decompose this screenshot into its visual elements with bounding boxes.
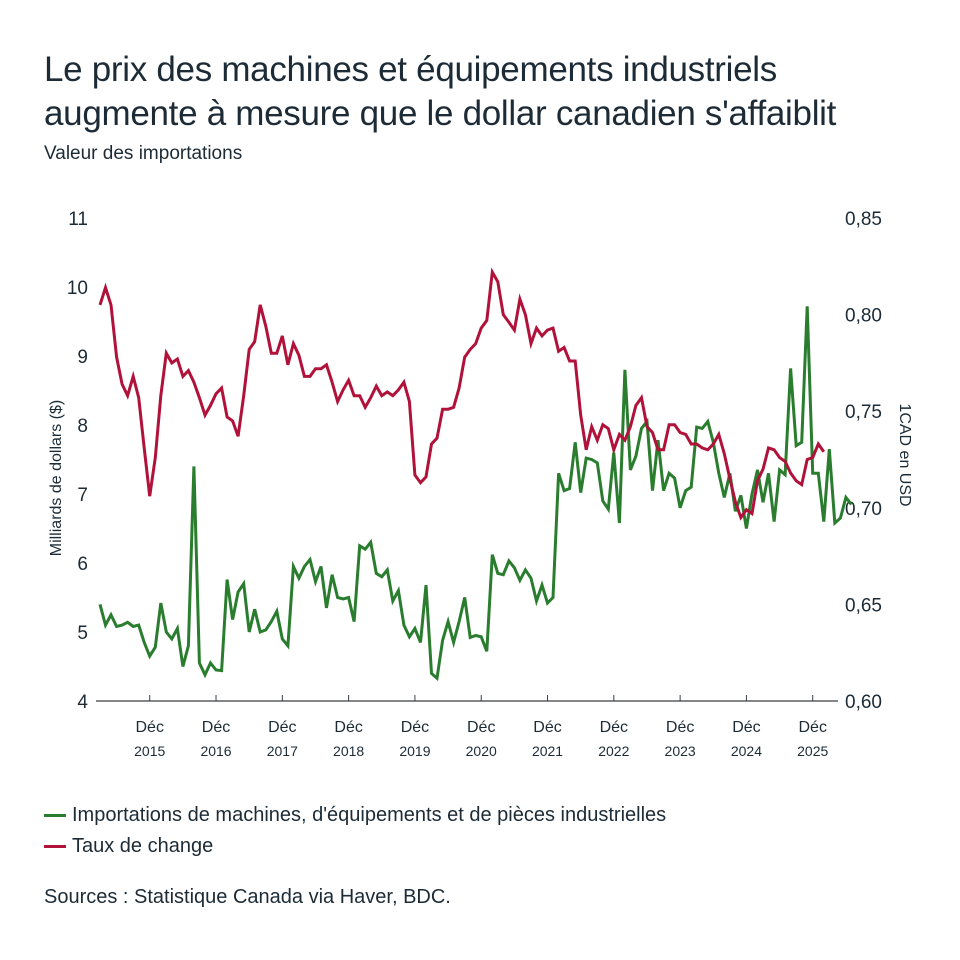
series-layer <box>98 267 853 682</box>
legend-item-exchange-rate: Taux de change <box>44 831 666 862</box>
legend-swatch-imports <box>44 814 66 817</box>
x-tick-label-year: 2021 <box>532 743 563 759</box>
legend-label-exchange-rate: Taux de change <box>72 835 214 857</box>
x-tick-label-year: 2023 <box>665 743 696 759</box>
x-tick-label-month: Déc <box>732 719 760 736</box>
y-left-tick-label: 8 <box>77 416 88 437</box>
x-tick-label-year: 2025 <box>797 743 828 759</box>
x-tick-label-year: 2020 <box>466 743 497 759</box>
y-axis-right: 0,60 0,65 0,70 0,75 0,80 0,85 <box>845 209 882 713</box>
y-left-tick-label: 7 <box>77 485 88 506</box>
x-tick-label-month: Déc <box>334 719 362 736</box>
y-axis-left: 4 5 6 7 8 9 10 11 <box>67 209 89 713</box>
source-note: Sources : Statistique Canada via Haver, … <box>44 886 451 908</box>
x-tick-label-month: Déc <box>666 719 694 736</box>
x-tick-label-month: Déc <box>268 719 296 736</box>
y-left-tick-label: 10 <box>67 278 88 299</box>
y-left-tick-label: 9 <box>77 347 88 368</box>
x-tick-label-month: Déc <box>467 719 495 736</box>
x-tick-label-month: Déc <box>202 719 230 736</box>
series-line-imports <box>98 306 853 682</box>
legend-swatch-exchange-rate <box>44 845 66 848</box>
x-tick-label-year: 2019 <box>399 743 430 759</box>
legend: Importations de machines, d'équipements … <box>44 800 666 862</box>
y-left-tick-label: 4 <box>77 692 88 713</box>
legend-item-imports: Importations de machines, d'équipements … <box>44 800 666 831</box>
x-tick-label-year: 2024 <box>731 743 762 759</box>
legend-label-imports: Importations de machines, d'équipements … <box>72 804 667 826</box>
series-line-exchange-rate <box>98 267 826 521</box>
y-left-tick-label: 6 <box>77 554 88 575</box>
chart-title: Le prix des machines et équipements indu… <box>44 48 836 136</box>
chart-title-line-2: augmente à mesure que le dollar canadien… <box>44 94 837 133</box>
x-axis: Déc 2015 Déc 2016 Déc 2017 Déc 2018 Déc 2019 Déc 20… <box>134 695 829 759</box>
y-left-tick-label: 5 <box>77 623 88 644</box>
y-axis-right-title: 1CAD en USD <box>896 403 913 506</box>
x-tick-label-year: 2017 <box>267 743 298 759</box>
y-left-tick-label: 11 <box>68 209 88 230</box>
x-tick-label-month: Déc <box>135 719 163 736</box>
x-tick-label-year: 2022 <box>598 743 629 759</box>
x-tick-label-month: Déc <box>401 719 429 736</box>
x-tick-label-year: 2015 <box>134 743 165 759</box>
chart-title-line-1: Le prix des machines et équipements indu… <box>44 50 777 89</box>
chart-subtitle: Valeur des importations <box>44 143 243 164</box>
x-tick-label-year: 2018 <box>333 743 364 759</box>
y-right-tick-label: 0,60 <box>845 692 882 713</box>
y-right-tick-label: 0,75 <box>845 402 882 423</box>
y-right-tick-label: 0,65 <box>845 595 882 616</box>
x-tick-label-month: Déc <box>533 719 561 736</box>
y-right-tick-label: 0,80 <box>845 306 882 327</box>
x-tick-label-month: Déc <box>798 719 826 736</box>
line-chart: 4 5 6 7 8 9 10 11 0,60 0,65 0,70 0,75 0,80 0,85 Déc 2… <box>48 209 913 759</box>
y-right-tick-label: 0,85 <box>845 209 882 230</box>
y-axis-left-title: Milliards de dollars ($) <box>48 400 65 557</box>
y-right-tick-label: 0,70 <box>845 499 882 520</box>
x-tick-label-year: 2016 <box>200 743 231 759</box>
x-tick-label-month: Déc <box>600 719 628 736</box>
